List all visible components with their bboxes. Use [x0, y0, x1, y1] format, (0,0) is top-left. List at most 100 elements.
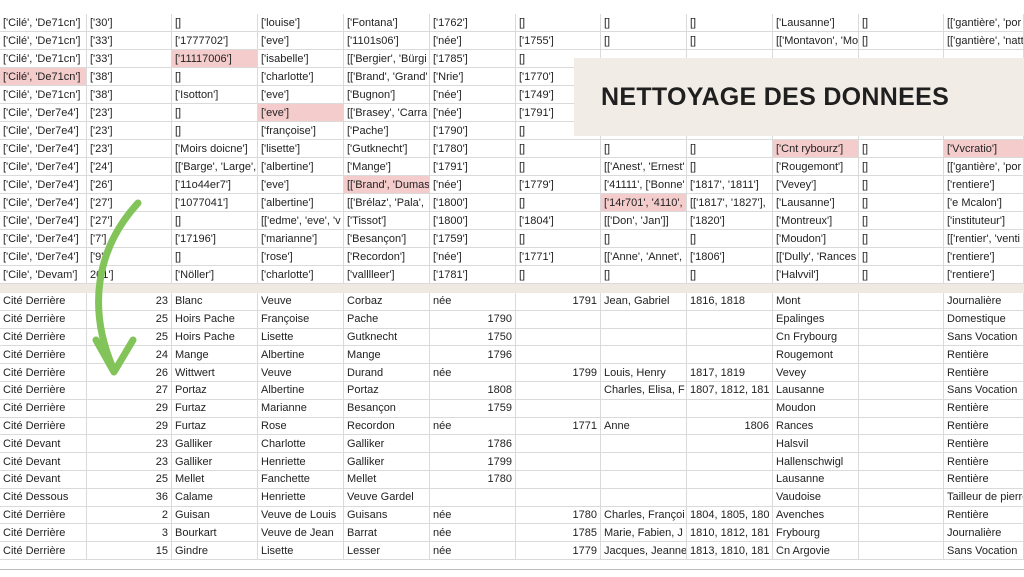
cell: ['Lausanne']: [773, 194, 859, 212]
cell: ['Besançon']: [344, 230, 430, 248]
cell: []: [172, 248, 258, 266]
cell: ['Vevey']: [773, 176, 859, 194]
cell: [859, 506, 944, 525]
cell: 27: [87, 382, 172, 400]
cell: [601, 399, 687, 418]
cell: ['françoise']: [258, 122, 344, 140]
cell: [516, 471, 601, 489]
cell: Rose: [258, 417, 344, 436]
cell: []: [687, 32, 773, 50]
cell: ['Halvvil']: [773, 266, 859, 284]
cell: ['1771']: [516, 248, 601, 266]
cell: 15: [87, 542, 172, 560]
cell: Lisette: [258, 542, 344, 560]
cell: née: [430, 293, 516, 311]
cell: [['Brasey', 'Carra: [344, 104, 430, 122]
cell: ['1791']: [430, 158, 516, 176]
cell: Cn Frybourg: [773, 328, 859, 347]
cell: Cité Derrière: [0, 346, 87, 365]
cell: née: [430, 364, 516, 382]
cell: [516, 328, 601, 347]
cell: Furtaz: [172, 417, 258, 436]
cell: Avenches: [773, 506, 859, 525]
cell: []: [516, 158, 601, 176]
cell: 36: [87, 488, 172, 507]
cell: ['1806']: [687, 248, 773, 266]
cell: ['Cile', 'Der7e4']: [0, 212, 87, 230]
cell: ['louise']: [258, 14, 344, 32]
bottom-line: [0, 569, 1024, 570]
cell: ['38']: [87, 86, 172, 104]
cell: 29: [87, 399, 172, 418]
cell: 29: [87, 417, 172, 436]
cell: Epalinges: [773, 310, 859, 329]
cell: []: [859, 212, 944, 230]
cell: Marie, Fabien, J: [601, 524, 687, 543]
cell: Cité Derrière: [0, 506, 87, 525]
cell: [['Bergier', 'Bürgi: [344, 50, 430, 68]
cell: ['1101s06']: [344, 32, 430, 50]
cell: ['24']: [87, 158, 172, 176]
cell: Lisette: [258, 328, 344, 347]
banner: NETTOYAGE DES DONNEES: [574, 58, 1024, 136]
cell: ['Isotton']: [172, 86, 258, 104]
cell: 1759: [430, 399, 516, 418]
cell: ['Nrie']: [430, 68, 516, 86]
cell: Hoirs Pache: [172, 310, 258, 329]
cell: []: [859, 158, 944, 176]
banner-title: NETTOYAGE DES DONNEES: [601, 82, 950, 111]
cell: ['Fontana']: [344, 14, 430, 32]
cell: []: [516, 140, 601, 158]
cell: [['Anne', 'Annet',: [601, 248, 687, 266]
cell: Louis, Henry: [601, 364, 687, 382]
cell: Cité Derrière: [0, 293, 87, 311]
cell: Cité Derrière: [0, 524, 87, 543]
cell: []: [601, 14, 687, 32]
cell: ['Cile', 'Der7e4']: [0, 248, 87, 266]
cell: [859, 488, 944, 507]
cell: ['17196']: [172, 230, 258, 248]
cell: ['23']: [87, 104, 172, 122]
cell: ['née']: [430, 104, 516, 122]
cell: Anne: [601, 417, 687, 436]
cell: Albertine: [258, 382, 344, 400]
cell: []: [516, 14, 601, 32]
cell: Portaz: [344, 382, 430, 400]
cell: [516, 399, 601, 418]
cell: [516, 488, 601, 507]
cell: née: [430, 417, 516, 436]
cell: ['Cilé', 'De71cn']: [0, 14, 87, 32]
cell: ['eve']: [258, 32, 344, 50]
cell: []: [172, 122, 258, 140]
cell: 1750: [430, 328, 516, 347]
cell: Cité Derrière: [0, 417, 87, 436]
separator: [0, 284, 1024, 293]
cell: [859, 435, 944, 454]
cell: [516, 453, 601, 471]
cell: ['23']: [87, 122, 172, 140]
cell: 1817, 1819: [687, 364, 773, 382]
cell: []: [687, 230, 773, 248]
cell: [859, 310, 944, 329]
cell: [687, 435, 773, 454]
cell: [['Montavon', 'Mo: [773, 32, 859, 50]
cell: Galliker: [344, 435, 430, 454]
cell: [859, 328, 944, 347]
cell: Mange: [172, 346, 258, 365]
cell: ['Cilé', 'De71cn']: [0, 86, 87, 104]
cell: [687, 346, 773, 365]
cell: ['eve']: [258, 104, 344, 122]
cell: 1804, 1805, 180: [687, 506, 773, 525]
cell: []: [601, 230, 687, 248]
cell: [859, 293, 944, 311]
cell: Bourkart: [172, 524, 258, 543]
cell: née: [430, 524, 516, 543]
cell: ['Moudon']: [773, 230, 859, 248]
cell: ['26']: [87, 176, 172, 194]
cell: []: [601, 32, 687, 50]
cell: ['née']: [430, 32, 516, 50]
cell: ['Vvcratio']: [944, 140, 1024, 158]
cell: [['Barge', 'Large',: [172, 158, 258, 176]
cell: ['charlotte']: [258, 266, 344, 284]
